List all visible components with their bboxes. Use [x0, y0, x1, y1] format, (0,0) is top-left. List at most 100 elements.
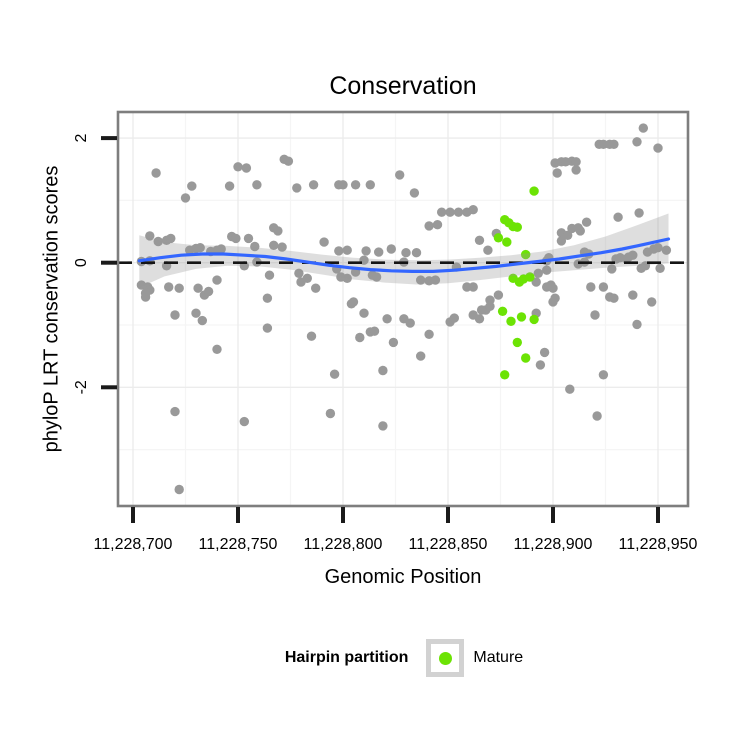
background-point: [140, 292, 151, 302]
background-point: [416, 275, 426, 285]
background-point: [329, 369, 340, 379]
background-point: [292, 183, 302, 193]
background-point: [592, 411, 602, 421]
background-point: [252, 180, 262, 190]
legend: Hairpin partition Mature: [29, 639, 750, 677]
background-point: [197, 315, 207, 326]
background-point: [565, 384, 575, 394]
background-point: [306, 331, 317, 341]
background-point: [241, 163, 252, 173]
background-point: [273, 226, 283, 236]
background-point: [535, 360, 546, 370]
background-point: [424, 221, 434, 231]
mature-point: [529, 186, 539, 196]
background-point: [203, 286, 214, 297]
mature-point: [502, 237, 512, 247]
background-point: [432, 220, 443, 230]
panel-background: [118, 112, 688, 506]
chart-title: Conservation: [329, 72, 477, 100]
background-point: [342, 273, 352, 283]
mature-point: [529, 314, 539, 325]
background-point: [269, 240, 279, 250]
background-point: [468, 205, 478, 215]
background-point: [239, 416, 249, 427]
background-point: [319, 237, 329, 247]
background-point: [474, 314, 485, 324]
background-point: [224, 181, 235, 191]
background-point: [661, 245, 672, 255]
x-tick-label: 11,228,800: [304, 536, 383, 553]
background-point: [243, 233, 254, 244]
x-tick-label: 11,228,850: [409, 536, 488, 553]
background-point: [609, 293, 619, 303]
background-point: [474, 235, 485, 245]
background-point: [653, 143, 663, 153]
background-point: [264, 270, 275, 280]
background-point: [338, 180, 348, 190]
background-point: [542, 265, 552, 275]
background-point: [388, 337, 399, 348]
background-point: [195, 243, 205, 253]
background-point: [350, 180, 361, 190]
background-point: [369, 326, 380, 336]
x-tick-label: 11,228,700: [94, 536, 173, 553]
background-point: [653, 243, 663, 253]
legend-title: Hairpin partition: [284, 649, 409, 666]
background-point: [166, 233, 176, 244]
background-point: [378, 421, 388, 431]
background-point: [395, 170, 405, 180]
background-point: [145, 231, 155, 241]
background-point: [485, 301, 495, 311]
background-point: [151, 168, 161, 178]
background-point: [548, 297, 558, 307]
background-point: [164, 282, 174, 292]
background-point: [361, 246, 371, 256]
background-point: [355, 332, 365, 343]
scatter-plot-canvas: 11,228,700 11,228,750 11,228,800 11,228,850…: [73, 110, 698, 553]
background-point: [174, 283, 184, 293]
background-point: [153, 236, 163, 247]
x-tick-label: 11,228,950: [619, 536, 698, 553]
background-point: [212, 275, 222, 285]
mature-point: [512, 222, 522, 232]
background-point: [346, 299, 357, 309]
background-point: [590, 310, 600, 320]
background-point: [533, 268, 543, 278]
background-point: [581, 217, 592, 227]
background-point: [170, 406, 180, 417]
background-point: [449, 313, 459, 323]
background-point: [378, 365, 388, 376]
background-point: [655, 263, 665, 273]
background-point: [430, 275, 441, 285]
background-point: [277, 242, 287, 252]
mature-point: [497, 306, 508, 316]
background-point: [609, 139, 619, 149]
background-point: [365, 180, 375, 190]
mature-point: [506, 316, 516, 326]
background-point: [476, 305, 487, 315]
mature-point: [525, 272, 535, 282]
background-point: [638, 123, 648, 133]
background-point: [613, 212, 623, 222]
background-point: [342, 245, 352, 255]
background-point: [359, 308, 369, 318]
background-point: [325, 408, 336, 419]
background-point: [409, 188, 420, 198]
background-point: [170, 310, 180, 320]
background-point: [634, 208, 644, 218]
background-point: [607, 264, 617, 274]
background-point: [445, 207, 455, 217]
background-point: [382, 314, 392, 324]
mature-point: [493, 233, 504, 243]
background-point: [401, 248, 411, 258]
background-point: [212, 344, 222, 354]
background-point: [180, 193, 191, 203]
background-point: [586, 282, 596, 292]
background-point: [386, 244, 396, 254]
background-point: [187, 181, 197, 191]
panel-border: [116, 110, 690, 508]
background-point: [575, 226, 585, 236]
background-point: [571, 157, 581, 167]
background-point: [598, 282, 609, 292]
